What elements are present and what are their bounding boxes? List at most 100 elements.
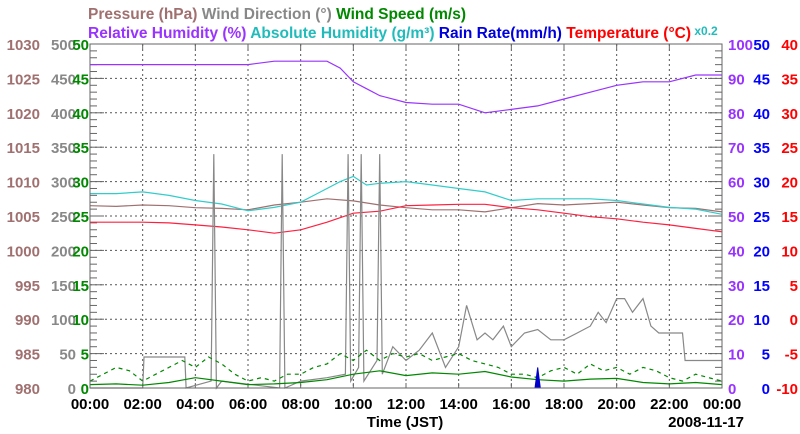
y-tick-label-relative-humidity: 50 — [728, 209, 745, 226]
y-tick-label-pressure: 1015 — [7, 140, 40, 157]
y-tick-label-temperature: 5 — [790, 278, 798, 295]
y-tick-label-pressure: 1030 — [7, 37, 40, 54]
x-tick-label: 00:00 — [71, 396, 109, 413]
y-tick-label-wind-speed: 35 — [72, 140, 89, 157]
y-tick-label-pressure: 1020 — [7, 106, 40, 123]
y-tick-label-pressure: 980 — [15, 381, 40, 398]
plot-frame — [89, 43, 723, 389]
y-tick-label-rain-rate: 20 — [753, 243, 770, 260]
legend-entry: Rain Rate(mm/h) — [434, 25, 561, 42]
legend-entry: Relative Humidity (%) — [88, 25, 246, 42]
x-tick-label: 22:00 — [650, 396, 688, 413]
y-tick-label-wind-speed: 40 — [72, 106, 89, 123]
y-tick-label-wind-direction: 450 — [51, 71, 76, 88]
y-tick-label-wind-direction: 400 — [51, 106, 76, 123]
x-tick-label: 20:00 — [597, 396, 635, 413]
y-tick-label-rain-rate: 15 — [753, 278, 770, 295]
x-tick-label: 10:00 — [334, 396, 372, 413]
legend-entry: Wind Direction (°) — [197, 6, 331, 23]
grid — [89, 43, 723, 389]
y-tick-label-rain-rate: 45 — [753, 71, 770, 88]
y-tick-label-temperature: 0 — [790, 312, 798, 329]
y-tick-label-wind-direction: 250 — [51, 209, 76, 226]
y-tick-label-wind-direction: 300 — [51, 175, 76, 192]
series-wind-speed-gust- — [89, 349, 723, 382]
y-tick-label-relative-humidity: 40 — [728, 243, 745, 260]
y-tick-label-temperature: 30 — [781, 106, 798, 123]
series-relative-humidity — [90, 60, 722, 114]
y-tick-label-wind-speed: 5 — [81, 347, 89, 364]
y-tick-label-wind-speed: 45 — [72, 71, 89, 88]
legend-row: Relative Humidity (%) Absolute Humidity … — [88, 24, 718, 42]
y-tick-label-pressure: 985 — [15, 347, 40, 364]
y-tick-label-wind-direction: 100 — [51, 312, 76, 329]
y-axes: 9809859909951000100510101015102010251030… — [7, 37, 798, 398]
y-tick-label-relative-humidity: 60 — [728, 175, 745, 192]
y-tick-label-rain-rate: 50 — [753, 37, 770, 54]
y-tick-label-temperature: 40 — [781, 37, 798, 54]
y-tick-label-relative-humidity: 10 — [728, 347, 745, 364]
y-tick-label-wind-speed: 15 — [72, 278, 89, 295]
y-tick-label-wind-direction: 150 — [51, 278, 76, 295]
y-tick-label-temperature: 10 — [781, 243, 798, 260]
y-tick-label-pressure: 1005 — [7, 209, 40, 226]
y-tick-label-relative-humidity: 30 — [728, 278, 745, 295]
y-tick-label-temperature: -5 — [785, 347, 798, 364]
y-tick-label-pressure: 995 — [15, 278, 40, 295]
legend-entry: Wind Speed (m/s) — [332, 6, 466, 23]
y-tick-label-wind-speed: 20 — [72, 243, 89, 260]
x-tick-label: 16:00 — [492, 396, 530, 413]
x-tick-label: 00:00 — [703, 396, 741, 413]
x-tick-label: 06:00 — [229, 396, 267, 413]
legend: Pressure (hPa) Wind Direction (°) Wind S… — [88, 6, 718, 42]
y-tick-label-wind-speed: 0 — [81, 381, 89, 398]
y-tick-label-wind-speed: 50 — [72, 37, 89, 54]
x-tick-label: 04:00 — [176, 396, 214, 413]
series-pressure — [89, 198, 723, 213]
y-tick-label-relative-humidity: 70 — [728, 140, 745, 157]
y-tick-label-relative-humidity: 100 — [728, 37, 753, 54]
y-tick-label-pressure: 1010 — [7, 175, 40, 192]
y-tick-label-temperature: -10 — [776, 381, 798, 398]
series-temperature — [90, 203, 723, 234]
y-tick-label-wind-direction: 50 — [59, 347, 76, 364]
y-tick-label-relative-humidity: 20 — [728, 312, 745, 329]
y-tick-label-relative-humidity: 0 — [728, 381, 736, 398]
y-tick-label-relative-humidity: 90 — [728, 71, 745, 88]
legend-entry: Pressure (hPa) — [88, 6, 197, 23]
legend-entry: x0.2 — [691, 24, 718, 38]
legend-row: Pressure (hPa) Wind Direction (°) Wind S… — [88, 6, 466, 23]
legend-entry: Absolute Humidity (g/m³) — [246, 25, 434, 42]
y-tick-label-wind-direction: 200 — [51, 243, 76, 260]
y-tick-label-rain-rate: 0 — [762, 381, 770, 398]
y-tick-label-relative-humidity: 80 — [728, 106, 745, 123]
x-tick-label: 02:00 — [123, 396, 161, 413]
x-tick-label: 14:00 — [439, 396, 477, 413]
y-tick-label-temperature: 35 — [781, 71, 798, 88]
y-tick-label-pressure: 1025 — [7, 71, 40, 88]
y-tick-label-temperature: 20 — [781, 175, 798, 192]
y-tick-label-pressure: 1000 — [7, 243, 40, 260]
x-tick-label: 08:00 — [281, 396, 319, 413]
y-tick-label-wind-speed: 10 — [72, 312, 89, 329]
series-wind-speed-avg- — [89, 370, 723, 386]
series-wind-direction — [90, 154, 722, 390]
y-tick-label-temperature: 25 — [781, 140, 798, 157]
y-tick-label-wind-direction: 350 — [51, 140, 76, 157]
y-tick-label-wind-direction: 0 — [68, 381, 76, 398]
y-tick-label-pressure: 990 — [15, 312, 40, 329]
y-tick-label-rain-rate: 5 — [762, 347, 770, 364]
y-tick-label-rain-rate: 40 — [753, 106, 770, 123]
y-tick-label-rain-rate: 35 — [753, 140, 770, 157]
y-tick-label-rain-rate: 10 — [753, 312, 770, 329]
x-axis: 00:00 02:00 04:00 06:00 08:00 10:00 12:00 14:00… — [71, 396, 741, 413]
y-tick-label-wind-direction: 500 — [51, 37, 76, 54]
y-tick-label-wind-speed: 30 — [72, 175, 89, 192]
x-tick-label: 18:00 — [545, 396, 583, 413]
date-label: 2008-11-17 — [668, 414, 744, 431]
x-tick-label: 12:00 — [387, 396, 425, 413]
y-tick-label-rain-rate: 30 — [753, 175, 770, 192]
y-tick-label-wind-speed: 25 — [72, 209, 89, 226]
